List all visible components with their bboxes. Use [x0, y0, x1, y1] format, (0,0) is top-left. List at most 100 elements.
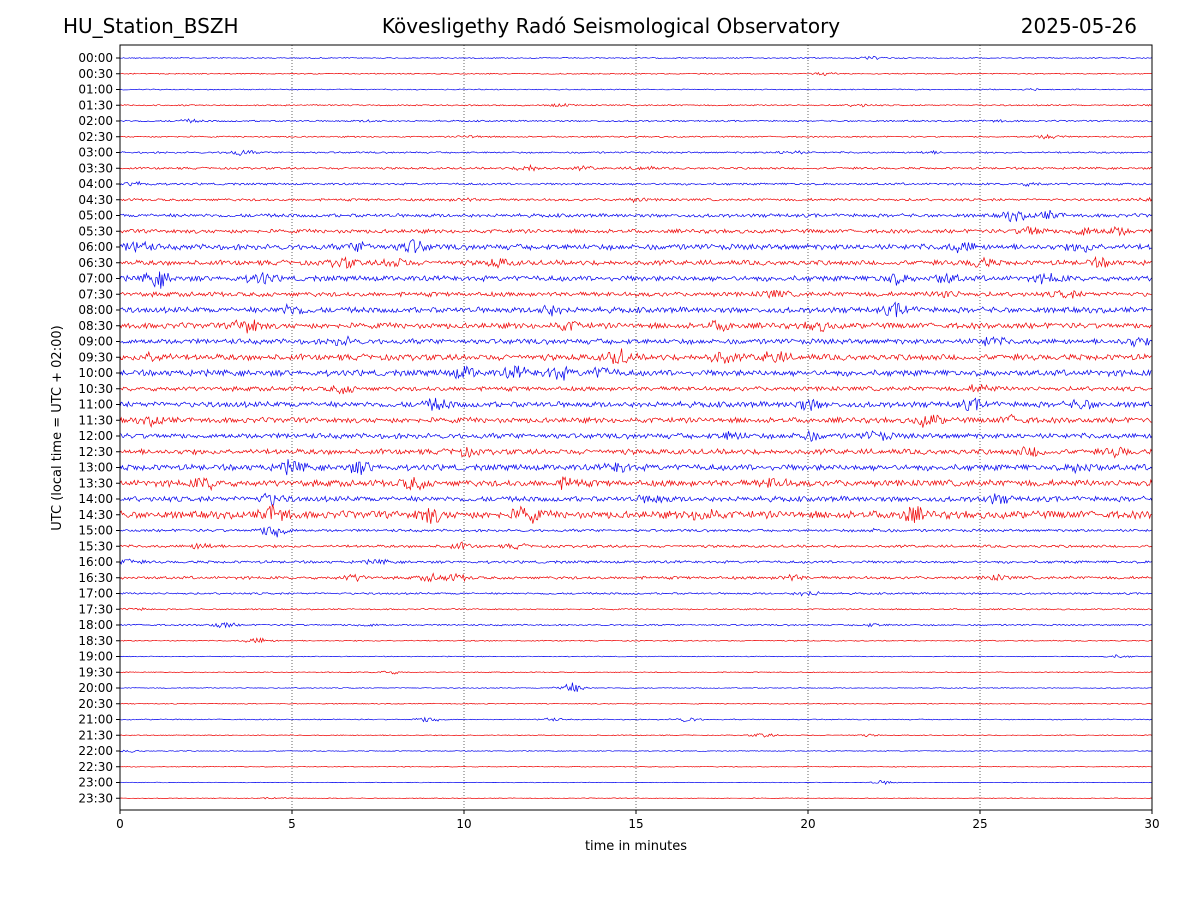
trace-1830 [119, 637, 1153, 644]
y-tick-label: 02:00 [78, 114, 113, 128]
trace-0000 [119, 55, 1153, 61]
y-tick-label: 12:00 [78, 429, 113, 443]
y-tick-label: 18:00 [78, 618, 113, 632]
trace-0430 [119, 196, 1153, 204]
trace-1130 [119, 413, 1153, 428]
y-tick-label: 12:30 [78, 445, 113, 459]
trace-0630 [119, 255, 1153, 269]
y-tick-label: 07:00 [78, 272, 113, 286]
y-tick-label: 15:30 [78, 539, 113, 553]
y-tick-label: 03:30 [78, 161, 113, 175]
trace-1800 [119, 621, 1153, 629]
trace-0930 [119, 348, 1153, 365]
observatory-title: Kövesligethy Radó Seismological Observat… [381, 14, 841, 38]
y-tick-label: 07:30 [78, 287, 113, 301]
y-tick-label: 08:30 [78, 319, 113, 333]
trace-0330 [119, 163, 1152, 172]
trace-1030 [119, 384, 1153, 395]
y-tick-label: 21:30 [78, 728, 113, 742]
trace-0800 [119, 301, 1153, 318]
trace-1400 [119, 492, 1153, 508]
y-tick-label: 06:00 [78, 240, 113, 254]
y-tick-label: 08:00 [78, 303, 113, 317]
trace-0030 [119, 71, 1152, 76]
y-tick-label: 14:30 [78, 508, 113, 522]
y-tick-label: 15:00 [78, 524, 113, 538]
y-tick-label: 16:30 [78, 571, 113, 585]
trace-1630 [119, 572, 1153, 583]
y-tick-label: 06:30 [78, 256, 113, 270]
trace-0230 [119, 133, 1153, 140]
y-tick-label: 17:30 [78, 602, 113, 616]
trace-0400 [119, 180, 1153, 187]
trace-0300 [119, 149, 1153, 157]
x-tick-label: 5 [288, 817, 296, 831]
y-tick-label: 22:00 [78, 744, 113, 758]
y-tick-label: 10:00 [78, 366, 113, 380]
trace-1330 [119, 476, 1153, 492]
y-tick-label: 18:30 [78, 634, 113, 648]
trace-1900 [119, 654, 1153, 659]
y-tick-label: 22:30 [78, 760, 113, 774]
trace-2030 [119, 702, 1152, 705]
y-tick-label: 23:30 [78, 791, 113, 805]
y-tick-label: 09:30 [78, 350, 113, 364]
trace-0700 [119, 271, 1153, 289]
trace-1700 [119, 590, 1153, 597]
trace-2000 [119, 682, 1153, 693]
x-tick-label: 15 [628, 817, 643, 831]
y-tick-label: 05:30 [78, 224, 113, 238]
y-tick-label: 20:30 [78, 697, 113, 711]
x-tick-label: 10 [456, 817, 471, 831]
y-tick-label: 00:00 [78, 51, 113, 65]
y-tick-label: 23:00 [78, 776, 113, 790]
trace-2330 [119, 797, 1153, 800]
y-tick-label: 11:00 [78, 398, 113, 412]
y-tick-label: 11:30 [78, 413, 113, 427]
y-tick-label: 09:00 [78, 335, 113, 349]
x-tick-label: 20 [800, 817, 815, 831]
trace-2130 [119, 733, 1153, 738]
trace-1000 [119, 365, 1153, 381]
trace-2200 [119, 749, 1153, 753]
y-tick-label: 01:00 [78, 83, 113, 97]
trace-2100 [119, 716, 1153, 723]
x-axis-label: time in minutes [585, 839, 687, 854]
y-tick-label: 19:30 [78, 665, 113, 679]
y-tick-label: 04:30 [78, 193, 113, 207]
trace-1300 [119, 459, 1153, 476]
x-tick-label: 30 [1144, 817, 1159, 831]
y-tick-label: 10:30 [78, 382, 113, 396]
trace-1230 [119, 446, 1153, 459]
trace-0200 [119, 118, 1153, 124]
y-tick-label: 16:00 [78, 555, 113, 569]
x-axis-ticks: 0 5 10 15 20 25 30 [116, 810, 1160, 831]
x-tick-label: 0 [116, 817, 124, 831]
y-tick-label: 13:00 [78, 461, 113, 475]
station-title: HU_Station_BSZH [63, 14, 239, 38]
trace-0900 [120, 335, 1153, 348]
date-title: 2025-05-26 [1020, 14, 1137, 38]
trace-0600 [119, 239, 1153, 254]
y-tick-label: 02:30 [78, 130, 113, 144]
trace-1430 [119, 504, 1152, 524]
y-axis-label: UTC (local time = UTC + 02:00) [50, 325, 65, 530]
y-tick-label: 19:00 [78, 650, 113, 664]
trace-1930 [119, 670, 1153, 675]
y-tick-label: 03:00 [78, 146, 113, 160]
trace-1530 [119, 541, 1153, 551]
gridlines [291, 45, 981, 810]
trace-1500 [119, 526, 1153, 538]
trace-0500 [119, 209, 1153, 223]
trace-0100 [119, 88, 1153, 91]
y-tick-label: 20:00 [78, 681, 113, 695]
y-tick-label: 04:00 [78, 177, 113, 191]
trace-1600 [119, 558, 1153, 566]
trace-0830 [119, 319, 1153, 334]
trace-2300 [119, 779, 1152, 786]
x-tick-label: 25 [972, 817, 987, 831]
trace-0130 [119, 102, 1153, 108]
y-tick-label: 14:00 [78, 492, 113, 506]
